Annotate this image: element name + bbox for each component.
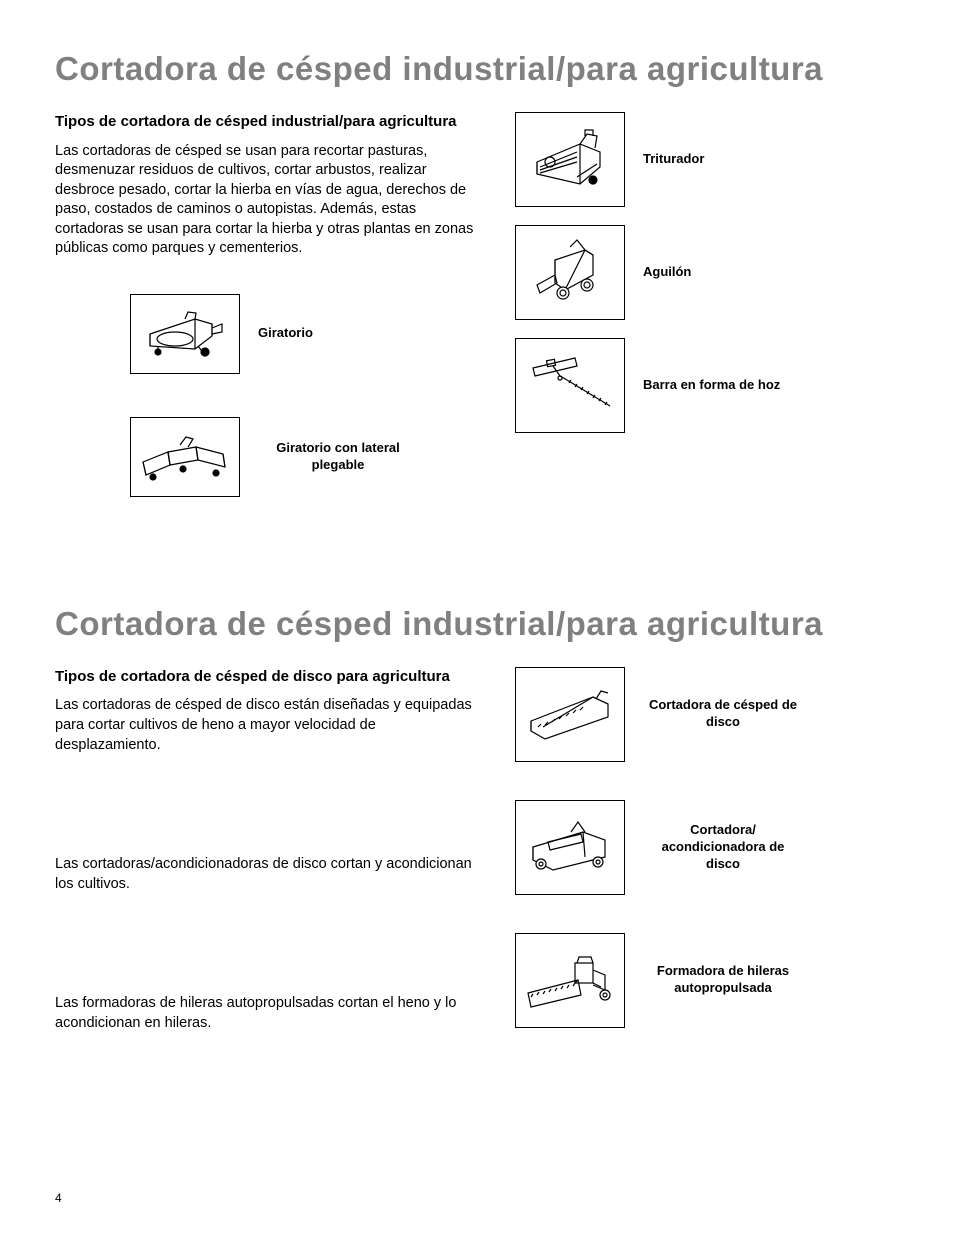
- flail-mower-icon: [515, 112, 625, 207]
- list-item: Cortadora de césped de disco: [515, 667, 904, 762]
- section2-body: Tipos de cortadora de césped de disco pa…: [55, 667, 904, 1053]
- disc-conditioner-icon: [515, 800, 625, 895]
- disc-mower-icon: [515, 667, 625, 762]
- section1-title: Cortadora de césped industrial/para agri…: [55, 50, 904, 88]
- list-item: Giratorio: [55, 294, 485, 374]
- icon-label: Formadora de hileras autopropulsada: [643, 963, 803, 997]
- section1-right-column: Triturador Aguilón: [515, 112, 904, 515]
- icon-label: Aguilón: [643, 264, 691, 281]
- section1-body-text: Las cortadoras de césped se usan para re…: [55, 142, 485, 259]
- list-item: Giratorio con lateral plegable: [55, 417, 485, 497]
- rotary-folding-icon: [130, 417, 240, 497]
- section2-left-column: Tipos de cortadora de césped de disco pa…: [55, 667, 485, 1053]
- list-item: Triturador: [515, 112, 904, 207]
- icon-label: Cortadora/ acondicionadora de disco: [643, 822, 803, 873]
- section2-right-column: Cortadora de césped de disco: [515, 667, 904, 1053]
- list-item: Aguilón: [515, 225, 904, 320]
- page-number: 4: [55, 1191, 62, 1205]
- section2-p3: Las formadoras de hileras autopropulsada…: [55, 994, 485, 1033]
- list-item: Cortadora/ acondicionadora de disco: [515, 800, 904, 895]
- section2: Cortadora de césped industrial/para agri…: [55, 605, 904, 1053]
- section2-subtitle: Tipos de cortadora de césped de disco pa…: [55, 667, 485, 687]
- icon-label: Barra en forma de hoz: [643, 377, 780, 394]
- list-item: Barra en forma de hoz: [515, 338, 904, 433]
- section2-title: Cortadora de césped industrial/para agri…: [55, 605, 904, 643]
- section1-left-column: Tipos de cortadora de césped industrial/…: [55, 112, 485, 515]
- icon-label: Cortadora de césped de disco: [643, 697, 803, 731]
- section1-body: Tipos de cortadora de césped industrial/…: [55, 112, 904, 515]
- boom-mower-icon: [515, 225, 625, 320]
- section2-p1: Las cortadoras de césped de disco están …: [55, 696, 485, 755]
- icon-label: Giratorio: [258, 325, 313, 342]
- sickle-bar-icon: [515, 338, 625, 433]
- section1-subtitle: Tipos de cortadora de césped industrial/…: [55, 112, 485, 132]
- self-propelled-windrower-icon: [515, 933, 625, 1028]
- rotary-mower-icon: [130, 294, 240, 374]
- icon-label: Giratorio con lateral plegable: [258, 440, 418, 474]
- icon-label: Triturador: [643, 151, 704, 168]
- list-item: Formadora de hileras autopropulsada: [515, 933, 904, 1028]
- section2-p2: Las cortadoras/acondicionadoras de disco…: [55, 855, 485, 894]
